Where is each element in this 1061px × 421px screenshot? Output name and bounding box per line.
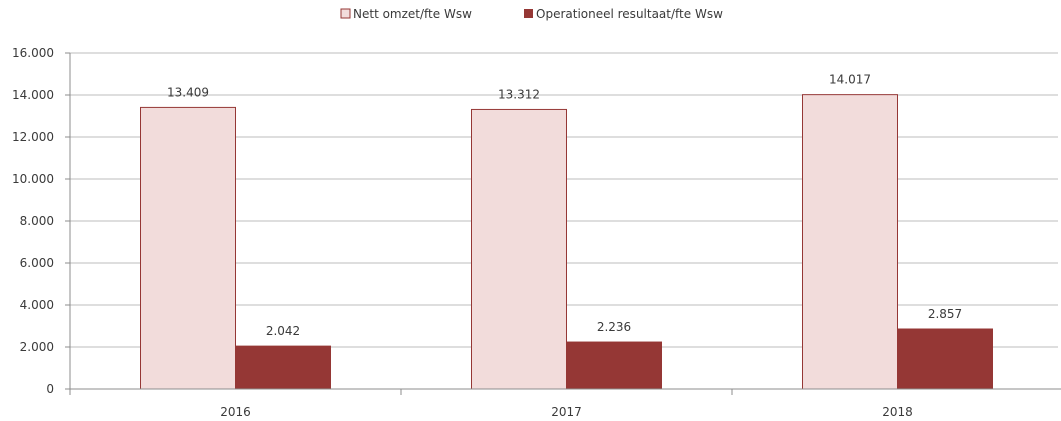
bar-operationeel-resultaat-2016 <box>235 345 331 390</box>
bar-nett-omzet-2017 <box>471 108 567 390</box>
y-tick-label: 12.000 <box>12 130 54 144</box>
data-label: 14.017 <box>829 73 871 87</box>
y-tick-label: 0 <box>46 382 54 396</box>
data-label: 13.409 <box>167 85 209 99</box>
data-label: 2.236 <box>597 320 631 334</box>
data-label: 2.042 <box>266 324 300 338</box>
bars <box>140 94 993 390</box>
bar-nett-omzet-2018 <box>802 94 898 390</box>
y-tick-label: 8.000 <box>20 214 54 228</box>
y-axis: 0 2.000 4.000 6.000 8.000 10.000 12.000 14.000 1… <box>12 46 71 396</box>
data-labels: 13.409 2.042 13.312 2.236 14.017 2.857 <box>167 73 962 338</box>
data-label: 13.312 <box>498 87 540 101</box>
y-tick-label: 10.000 <box>12 172 54 186</box>
x-tick-label: 2017 <box>551 405 582 419</box>
legend: Nett omzet/fte Wsw Operationeel resultaa… <box>340 7 723 21</box>
legend-swatch-operationeel-resultaat <box>524 9 533 18</box>
data-label: 2.857 <box>928 307 962 321</box>
legend-entry-operationeel-resultaat: Operationeel resultaat/fte Wsw <box>536 7 723 21</box>
y-tick-label: 6.000 <box>20 256 54 270</box>
legend-swatch-nett-omzet <box>340 8 351 19</box>
bar-operationeel-resultaat-2017 <box>566 341 662 390</box>
y-tick-label: 16.000 <box>12 46 54 60</box>
y-tick-label: 2.000 <box>20 340 54 354</box>
bar-nett-omzet-2016 <box>140 106 236 390</box>
x-axis: 2016 2017 2018 <box>69 388 1061 419</box>
x-tick-label: 2016 <box>220 405 251 419</box>
y-tick-label: 4.000 <box>20 298 54 312</box>
y-tick-label: 14.000 <box>12 88 54 102</box>
legend-entry-nett-omzet: Nett omzet/fte Wsw <box>353 7 472 21</box>
x-tick-label: 2018 <box>882 405 913 419</box>
bar-operationeel-resultaat-2018 <box>897 328 993 390</box>
